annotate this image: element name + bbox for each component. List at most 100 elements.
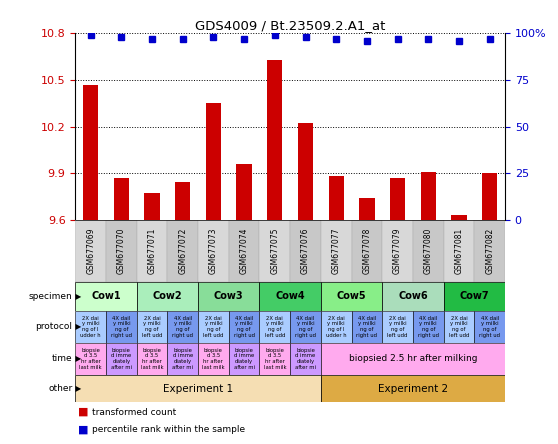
Text: 4X dail
y milki
ng of
right ud: 4X dail y milki ng of right ud <box>418 316 439 338</box>
Bar <box>106 311 137 343</box>
Bar <box>321 282 382 311</box>
Bar <box>329 176 344 220</box>
Text: 2X dai
y milki
ng of
left udd: 2X dai y milki ng of left udd <box>387 316 408 338</box>
Bar <box>198 282 259 311</box>
Bar <box>137 343 167 375</box>
Bar <box>290 220 321 282</box>
Text: 2X dai
y milki
ng of
left udd: 2X dai y milki ng of left udd <box>203 316 224 338</box>
Bar <box>114 178 129 220</box>
Text: 2X dai
y milki
ng of l
udder h: 2X dai y milki ng of l udder h <box>80 316 101 338</box>
Text: GSM677077: GSM677077 <box>331 228 341 274</box>
Bar <box>444 282 505 311</box>
Text: percentile rank within the sample: percentile rank within the sample <box>92 425 245 434</box>
Bar <box>352 220 382 282</box>
Text: GSM677075: GSM677075 <box>270 228 280 274</box>
Bar <box>229 220 259 282</box>
Text: biopsie
d imme
diately
after mi: biopsie d imme diately after mi <box>111 348 132 370</box>
Text: ▶: ▶ <box>73 384 81 393</box>
Text: 2X dai
y milki
ng of
left udd: 2X dai y milki ng of left udd <box>264 316 285 338</box>
Bar <box>229 343 259 375</box>
Text: 4X dail
y milki
ng of
right ud: 4X dail y milki ng of right ud <box>172 316 193 338</box>
Bar <box>167 311 198 343</box>
Text: GSM677072: GSM677072 <box>178 228 187 274</box>
Text: 4X dail
y milki
ng of
right ud: 4X dail y milki ng of right ud <box>357 316 377 338</box>
Text: 4X dail
y milki
ng of
right ud: 4X dail y milki ng of right ud <box>479 316 500 338</box>
Bar <box>382 220 413 282</box>
Text: ▶: ▶ <box>73 292 81 301</box>
Text: GSM677076: GSM677076 <box>301 228 310 274</box>
Bar <box>382 311 413 343</box>
Text: Cow6: Cow6 <box>398 291 428 301</box>
Text: 2X dai
y milki
ng of
left udd: 2X dai y milki ng of left udd <box>449 316 469 338</box>
Text: protocol: protocol <box>36 322 73 331</box>
Text: GSM677080: GSM677080 <box>424 228 433 274</box>
Text: biopsie
d 3.5
hr after
last milk: biopsie d 3.5 hr after last milk <box>263 348 286 370</box>
Bar <box>259 282 321 311</box>
Bar <box>137 220 167 282</box>
Bar <box>321 311 352 343</box>
Bar <box>359 198 374 220</box>
Text: biopsie
d 3.5
hr after
last milk: biopsie d 3.5 hr after last milk <box>202 348 225 370</box>
Bar <box>145 194 160 220</box>
Bar <box>298 123 313 220</box>
Bar <box>352 311 382 343</box>
Text: 4X dail
y milki
ng of
right ud: 4X dail y milki ng of right ud <box>295 316 316 338</box>
Text: transformed count: transformed count <box>92 408 176 416</box>
Text: other: other <box>49 384 73 393</box>
Text: time: time <box>52 354 73 363</box>
Bar <box>75 220 106 282</box>
Text: GSM677079: GSM677079 <box>393 228 402 274</box>
Text: GSM677069: GSM677069 <box>86 228 95 274</box>
Text: ■: ■ <box>78 425 89 435</box>
Bar <box>413 220 444 282</box>
Bar <box>321 375 505 402</box>
Text: biopsie
d imme
diately
after mi: biopsie d imme diately after mi <box>172 348 193 370</box>
Bar <box>290 311 321 343</box>
Bar <box>321 220 352 282</box>
Text: GSM677070: GSM677070 <box>117 228 126 274</box>
Text: biopsied 2.5 hr after milking: biopsied 2.5 hr after milking <box>349 354 477 363</box>
Text: Experiment 2: Experiment 2 <box>378 384 448 393</box>
Bar <box>137 311 167 343</box>
Text: GSM677081: GSM677081 <box>454 228 464 274</box>
Bar <box>137 282 198 311</box>
Text: ■: ■ <box>78 407 89 417</box>
Text: GSM677074: GSM677074 <box>239 228 249 274</box>
Text: 2X dai
y milki
ng of l
udder h: 2X dai y milki ng of l udder h <box>326 316 347 338</box>
Bar <box>75 282 137 311</box>
Bar <box>321 343 505 375</box>
Bar <box>83 85 98 220</box>
Text: specimen: specimen <box>29 292 73 301</box>
Text: Cow2: Cow2 <box>152 291 182 301</box>
Bar <box>259 311 290 343</box>
Text: GSM677071: GSM677071 <box>147 228 157 274</box>
Text: 2X dai
y milki
ng of
left udd: 2X dai y milki ng of left udd <box>142 316 162 338</box>
Bar <box>474 220 505 282</box>
Bar <box>167 343 198 375</box>
Text: biopsie
d 3.5
hr after
last milk: biopsie d 3.5 hr after last milk <box>141 348 163 370</box>
Bar <box>390 178 405 220</box>
Text: biopsie
d imme
diately
after mi: biopsie d imme diately after mi <box>234 348 254 370</box>
Bar <box>259 343 290 375</box>
Bar <box>267 60 282 220</box>
Text: GSM677073: GSM677073 <box>209 228 218 274</box>
Text: ▶: ▶ <box>73 354 81 363</box>
Text: ▶: ▶ <box>73 322 81 331</box>
Text: biopsie
d imme
diately
after mi: biopsie d imme diately after mi <box>295 348 316 370</box>
Text: Cow3: Cow3 <box>214 291 244 301</box>
Title: GDS4009 / Bt.23509.2.A1_at: GDS4009 / Bt.23509.2.A1_at <box>195 19 386 32</box>
Text: Cow1: Cow1 <box>91 291 121 301</box>
Bar <box>413 311 444 343</box>
Text: Cow4: Cow4 <box>275 291 305 301</box>
Bar <box>444 311 474 343</box>
Bar <box>206 103 221 220</box>
Bar <box>198 343 229 375</box>
Bar <box>198 220 229 282</box>
Bar <box>451 215 466 220</box>
Bar <box>229 311 259 343</box>
Bar <box>75 343 106 375</box>
Bar <box>75 311 106 343</box>
Text: GSM677078: GSM677078 <box>362 228 372 274</box>
Bar <box>106 343 137 375</box>
Text: Experiment 1: Experiment 1 <box>163 384 233 393</box>
